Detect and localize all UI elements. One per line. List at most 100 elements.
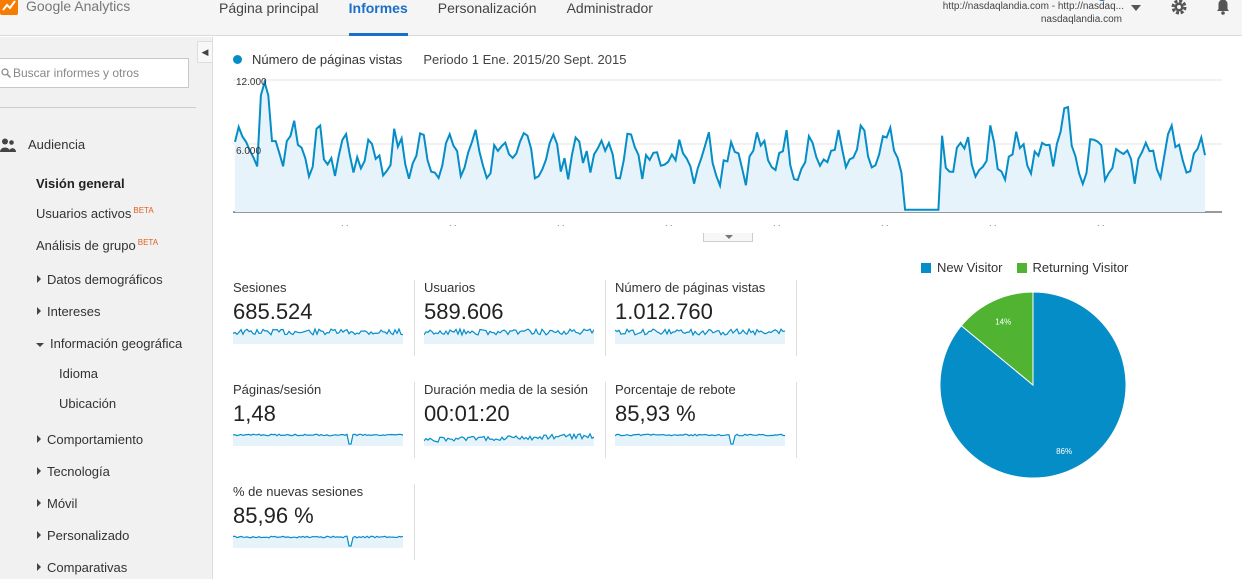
chart-expand-toggle[interactable] [703,233,753,242]
sidebar-section-label: Audiencia [28,137,86,152]
sparkline-area [424,433,594,446]
pie-slice[interactable] [939,291,1127,479]
sparkline [233,327,403,344]
sidebar-item-label: Datos demográficos [47,272,163,287]
pie-slice-label: 14% [995,318,1011,327]
chevron-down-icon [725,235,733,239]
sidebar-item-cohort-analysis[interactable]: Análisis de grupo BETA [36,238,158,253]
metric-value: 589.606 [424,299,504,324]
collapse-triangle-icon [36,343,44,347]
sidebar-item-label: Comparativas [47,560,128,575]
sparkline-area [424,329,594,344]
nav-home[interactable]: Página principal [219,0,319,16]
sidebar-section-audience[interactable]: Audiencia [0,137,85,152]
chart-period: Periodo 1 Ene. 2015/20 Sept. 2015 [423,52,627,67]
sparkline-area [615,329,785,344]
sparkline [615,327,785,344]
bell-icon[interactable] [1214,0,1232,16]
sparkline [233,535,403,548]
sidebar-item-label: Comportamiento [47,432,144,447]
expand-triangle-icon [37,435,41,443]
sparkline-area [615,434,785,446]
metric-pages-per-session[interactable]: Páginas/sesión 1,48 [233,382,415,458]
nav-reports[interactable]: Informes [348,0,408,36]
legend-swatch [921,262,931,273]
sidebar-item-language[interactable]: Idioma [59,366,98,381]
metric-value: 85,96 % [233,503,314,528]
pie-slice[interactable] [960,291,1034,387]
sidebar-item-benchmarking[interactable]: Comparativas [37,560,127,575]
metric-users[interactable]: Usuarios 589.606 [424,280,606,356]
sparkline-line [424,432,594,443]
app-logo[interactable]: Google Analytics [0,0,130,18]
svg-text:. .: . . [881,218,889,228]
legend-new-visitor[interactable]: New Visitor [921,260,1003,275]
svg-text:. .: . . [449,218,457,228]
svg-text:. .: . . [665,218,673,228]
account-selector[interactable]: http://nasdaqlandia.com - http://nasdaq.… [924,0,1124,26]
svg-text:. .: . . [1097,218,1105,228]
top-header: Google Analytics Página principal Inform… [0,0,1242,36]
sidebar-item-active-users[interactable]: Usuarios activos BETA [36,206,154,221]
sidebar-item-technology[interactable]: Tecnología [37,464,110,479]
metric-label: % de nuevas sesiones [233,484,364,499]
metric-sessions[interactable]: Sesiones 685.524 [233,280,415,356]
pageviews-timeline-chart[interactable]: 12.000 6.000 . . . . . . . . . . . . . . . . [233,72,1222,234]
sidebar-item-custom[interactable]: Personalizado [37,528,129,543]
metric-label: Sesiones [233,280,287,295]
sidebar-item-label: Tecnología [47,464,110,479]
gear-icon[interactable] [1170,0,1188,16]
sidebar-item-behavior[interactable]: Comportamiento [37,432,143,447]
svg-text:. .: . . [557,218,565,228]
sparkline-area [233,536,403,548]
sparkline-line [233,433,403,445]
sidebar-item-overview[interactable]: Visión general [36,176,125,191]
collapse-sidebar-button[interactable]: ◀ [197,41,213,63]
chart-legend: Número de páginas vistas Periodo 1 Ene. … [233,52,626,67]
expand-triangle-icon [37,307,41,315]
chevron-down-icon[interactable] [1131,5,1141,11]
chart-metric-label[interactable]: Número de páginas vistas [252,52,403,67]
sparkline [424,432,594,446]
metric-pageviews[interactable]: Número de páginas vistas 1.012.760 [615,280,797,356]
legend-swatch [1016,262,1027,273]
nav-admin[interactable]: Administrador [566,0,653,16]
metric-new-sessions[interactable]: % de nuevas sesiones 85,96 % [233,484,415,560]
svg-text:. .: . . [341,218,349,228]
visitor-type-pie-chart[interactable]: 86% 14% [939,291,1127,479]
metric-label: Número de páginas vistas [615,280,766,295]
sidebar: ◀ Audiencia Visión general Usuarios acti… [0,37,213,579]
sidebar-item-interests[interactable]: Intereses [37,304,100,319]
legend-label: New Visitor [937,260,1003,275]
metric-avg-session-duration[interactable]: Duración media de la sesión 00:01:20 [424,382,606,458]
sparkline-line [615,433,785,445]
metric-value: 00:01:20 [424,401,510,426]
beta-badge: BETA [133,206,154,215]
y-tick-label: 6.000 [236,146,261,157]
metric-label: Usuarios [424,280,476,295]
metric-value: 85,93 % [615,401,696,426]
analytics-logo-icon [0,0,18,15]
sidebar-divider [0,107,196,108]
sidebar-item-location[interactable]: Ubicación [59,396,116,411]
search-box[interactable] [0,58,189,88]
expand-triangle-icon [37,499,41,507]
sidebar-item-demographics[interactable]: Datos demográficos [37,272,163,287]
sidebar-item-mobile[interactable]: Móvil [37,496,77,511]
search-icon [1,68,11,78]
sidebar-item-geo[interactable]: Información geográfica [36,336,182,351]
expand-triangle-icon [37,563,41,571]
sidebar-item-label: Ubicación [59,396,117,411]
sidebar-item-label: Personalizado [47,528,130,543]
sparkline [424,327,594,344]
series-line [234,78,1206,211]
sparkline-line [615,327,785,337]
search-input[interactable] [13,66,183,80]
expand-triangle-icon [37,275,41,283]
metric-value: 685.524 [233,299,313,324]
x-tick-labels: . . . . . . . . . . . . . . . . [341,218,1105,228]
legend-returning-visitor[interactable]: Returning Visitor [1016,260,1128,275]
metric-bounce-rate[interactable]: Porcentaje de rebote 85,93 % [615,382,797,458]
sparkline [615,433,785,446]
nav-customization[interactable]: Personalización [437,0,537,16]
